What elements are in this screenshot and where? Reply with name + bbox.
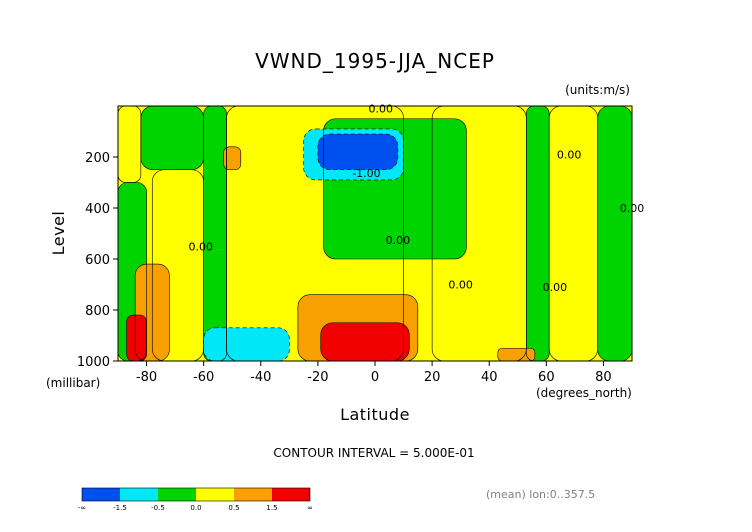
contour-label: -1.00 bbox=[352, 167, 380, 180]
contour-line bbox=[317, 133, 399, 171]
x-tick-label: -80 bbox=[136, 370, 157, 385]
x-tick-label: -40 bbox=[250, 370, 271, 385]
mean-footnote: (mean) lon:0..357.5 bbox=[486, 488, 595, 501]
x-tick-label: 80 bbox=[595, 370, 612, 385]
contour-line bbox=[323, 118, 467, 260]
y-axis-units: (millibar) bbox=[46, 376, 100, 390]
contour-label: 0.00 bbox=[368, 103, 393, 116]
contour-region-pos_strong bbox=[126, 315, 147, 361]
legend-label: 0.5 bbox=[228, 504, 239, 512]
contour-region-neg_strong bbox=[317, 134, 398, 170]
legend-swatch bbox=[82, 488, 120, 501]
contour-region-positive bbox=[118, 106, 141, 183]
x-tick-label: -60 bbox=[193, 370, 214, 385]
contour-label: 0.00 bbox=[448, 279, 473, 292]
x-tick-label: 60 bbox=[538, 370, 555, 385]
contour-line bbox=[303, 128, 404, 181]
x-tick-label: -20 bbox=[307, 370, 328, 385]
legend-label: -0.5 bbox=[151, 504, 165, 512]
x-axis-units: (degrees_north) bbox=[536, 386, 632, 400]
contour-label: 0.00 bbox=[543, 281, 568, 294]
legend-swatch bbox=[120, 488, 158, 501]
legend-swatch bbox=[234, 488, 272, 501]
legend-label: 1.5 bbox=[266, 504, 277, 512]
units-label: (units:m/s) bbox=[565, 83, 630, 97]
plot-area: 0.00-1.000.000.000.00 0.000.00 0.00 bbox=[117, 103, 644, 362]
contour-region-positive bbox=[549, 106, 598, 361]
contour-region-zero bbox=[597, 106, 632, 361]
legend-label: -1.5 bbox=[113, 504, 127, 512]
legend-label: -∞ bbox=[78, 504, 86, 512]
contour-label: 0.00 bbox=[557, 148, 582, 161]
contour-label: 0.00 bbox=[386, 234, 411, 247]
contour-region-zero bbox=[526, 106, 550, 361]
y-tick-label: 1000 bbox=[77, 355, 110, 370]
y-axis-ticks: 200 400 600 800 1000 bbox=[77, 151, 118, 370]
y-tick-label: 800 bbox=[85, 304, 110, 319]
contour-region-zero bbox=[140, 106, 204, 170]
x-tick-label: 0 bbox=[371, 370, 379, 385]
y-axis-label: Level bbox=[49, 211, 68, 256]
x-axis-label: Latitude bbox=[340, 405, 410, 424]
contour-label: 0.00 bbox=[189, 240, 214, 253]
contour-line bbox=[223, 146, 242, 171]
legend-label: 0.0 bbox=[190, 504, 201, 512]
color-legend: -∞ -1.5 -0.5 0.0 0.5 1.5 ∞ bbox=[78, 487, 313, 512]
x-tick-label: 20 bbox=[424, 370, 441, 385]
legend-frame bbox=[81, 487, 311, 502]
chart-title: VWND_1995-JJA_NCEP bbox=[255, 49, 495, 73]
y-tick-label: 600 bbox=[85, 253, 110, 268]
contour-interval-text: CONTOUR INTERVAL = 5.000E-01 bbox=[273, 446, 474, 460]
contour-region-pos_mid bbox=[223, 146, 241, 170]
x-axis-ticks: -80 -60 -40 -20 0 20 40 60 80 bbox=[136, 361, 612, 385]
x-tick-label: 40 bbox=[481, 370, 498, 385]
contour-region-zero bbox=[203, 106, 227, 361]
y-tick-label: 400 bbox=[85, 202, 110, 217]
contour-region-pos_strong bbox=[320, 322, 410, 361]
contour-region-pos_mid bbox=[497, 348, 535, 361]
contour-fills bbox=[118, 106, 632, 361]
legend-swatch bbox=[196, 488, 234, 501]
legend-swatch bbox=[158, 488, 196, 501]
legend-label: ∞ bbox=[307, 504, 313, 512]
contour-region-neg_mid bbox=[203, 327, 290, 361]
y-tick-label: 200 bbox=[85, 151, 110, 166]
legend-swatch bbox=[272, 488, 310, 501]
